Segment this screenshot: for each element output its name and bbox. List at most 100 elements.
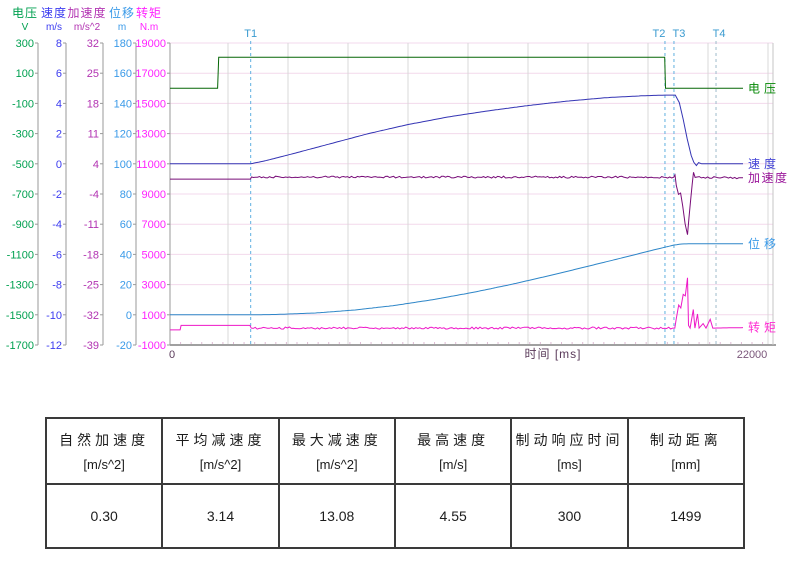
marker-label-T3: T3	[673, 28, 686, 40]
curve-label-displacement: 位移	[748, 236, 780, 251]
value-max-speed: 4.55	[393, 483, 513, 549]
axis-tick-label-displacement: 180	[114, 38, 132, 50]
axis-tick-label-voltage: -1300	[6, 280, 34, 292]
header-unit: [m/s^2]	[316, 457, 358, 472]
axis-tick-label-voltage: -1500	[6, 310, 34, 322]
axis-tick-label-voltage: 300	[16, 38, 34, 50]
axis-unit-displacement: m	[118, 22, 126, 33]
axis-unit-acceleration: m/s^2	[74, 22, 101, 33]
axis-tick-label-torque: -1000	[138, 340, 166, 352]
axis-name-torque: 转矩	[136, 5, 162, 20]
value-max-deceleration: 13.08	[277, 483, 396, 549]
axis-tick-label-acceleration: 18	[87, 98, 99, 110]
header-unit: [m/s]	[439, 457, 468, 472]
header-unit: [m/s^2]	[83, 457, 125, 472]
axis-tick-label-speed: 8	[56, 38, 62, 50]
curve-label-voltage: 电压	[748, 81, 780, 95]
axis-tick-label-displacement: 60	[120, 219, 132, 231]
axis-tick-label-displacement: 140	[114, 98, 132, 110]
header-label: 平均减速度	[175, 432, 266, 448]
axis-tick-label-speed: 2	[56, 129, 62, 141]
x-axis-end-label: 22000	[737, 349, 768, 361]
axis-unit-torque: N.m	[140, 22, 158, 33]
header-unit: [mm]	[671, 457, 701, 472]
axis-tick-label-torque: 9000	[142, 189, 166, 201]
brake-test-chart: 电压 V 300 100 -100 -300 -500 -700 -900 -1100 -1300-…	[6, 5, 787, 361]
value-natural-acceleration: 0.30	[44, 483, 164, 549]
axis-tick-label-speed: -12	[46, 340, 62, 352]
axis-tick-label-speed: -4	[52, 219, 62, 231]
axis-name-acceleration: 加速度	[67, 5, 106, 20]
value-brake-response-time: 300	[510, 483, 629, 549]
axis-tick-label-speed: -6	[52, 249, 62, 261]
axis-tick-label-voltage: -1100	[7, 249, 34, 261]
axis-tick-label-acceleration: -11	[84, 219, 99, 231]
axis-name-displacement: 位移	[109, 5, 135, 20]
axis-tick-label-speed: -8	[52, 280, 62, 292]
axis-tick-label-voltage: -900	[12, 219, 34, 231]
axis-tick-label-voltage: -100	[12, 98, 34, 110]
axis-tick-label-voltage: -500	[12, 159, 34, 171]
header-natural-acceleration: 自然加速度 [m/s^2]	[44, 417, 164, 485]
axis-tick-label-displacement: 40	[120, 249, 132, 261]
axis-tick-label-speed: -10	[46, 310, 62, 322]
axis-tick-label-voltage: -300	[12, 129, 34, 141]
axis-tick-label-displacement: 120	[114, 129, 132, 141]
voltage-curve	[170, 56, 743, 89]
axis-tick-label-acceleration: 32	[87, 38, 99, 50]
speed-curve	[170, 94, 743, 167]
header-average-deceleration: 平均减速度 [m/s^2]	[161, 417, 280, 485]
header-max-speed: 最高速度 [m/s]	[393, 417, 513, 485]
results-value-row: 0.30 3.14 13.08 4.55 300 1499	[44, 483, 746, 549]
axis-tick-label-acceleration: 25	[87, 68, 99, 80]
axis-tick-label-displacement: 160	[114, 68, 132, 80]
header-unit: [ms]	[557, 457, 582, 472]
x-axis-start-label: 0	[169, 349, 175, 361]
marker-label-T1: T1	[244, 28, 257, 40]
axis-tick-label-displacement: 0	[126, 310, 132, 322]
header-brake-response-time: 制动响应时间 [ms]	[510, 417, 629, 485]
axis-tick-label-torque: 17000	[135, 68, 166, 80]
axis-unit-speed: m/s	[46, 22, 62, 33]
header-label: 制动响应时间	[515, 432, 624, 448]
axis-tick-label-speed: 4	[56, 98, 62, 110]
axis-tick-label-displacement: 20	[120, 280, 132, 292]
header-max-deceleration: 最大减速度 [m/s^2]	[277, 417, 396, 485]
axis-tick-label-displacement: 80	[120, 189, 132, 201]
axis-tick-label-speed: 0	[56, 159, 62, 171]
marker-label-T4: T4	[713, 28, 726, 40]
header-unit: [m/s^2]	[199, 457, 242, 472]
axis-tick-label-torque: 11000	[136, 159, 166, 171]
axis-tick-label-voltage: -700	[12, 189, 34, 201]
axis-tick-label-acceleration: -25	[83, 280, 99, 292]
axis-tick-label-torque: 15000	[135, 98, 166, 110]
value-brake-distance: 1499	[626, 483, 746, 549]
acceleration-curve	[170, 172, 743, 235]
axis-tick-label-acceleration: 11	[88, 129, 99, 141]
header-label: 最高速度	[417, 432, 490, 448]
axis-tick-label-acceleration: 4	[93, 159, 99, 171]
axis-tick-label-voltage: 100	[16, 68, 34, 80]
curve-label-speed: 速度	[748, 156, 780, 171]
results-table: 自然加速度 [m/s^2] 平均减速度 [m/s^2] 最大减速度 [m/s^2…	[44, 417, 746, 549]
axis-tick-label-torque: 5000	[142, 249, 166, 261]
torque-curve	[170, 277, 744, 331]
axis-tick-label-acceleration: -32	[83, 310, 99, 322]
chart-svg: 电压V300100-100-300-500-700-900-1100-1300-…	[6, 5, 787, 361]
x-axis-title: 时间 [ms]	[525, 347, 582, 361]
axis-tick-label-speed: 6	[56, 68, 62, 80]
axis-name-voltage: 电压	[12, 6, 38, 20]
axis-tick-label-speed: -2	[52, 189, 62, 201]
axis-tick-label-displacement: 100	[114, 159, 132, 171]
axis-tick-label-displacement: -20	[116, 340, 132, 352]
axis-tick-label-torque: 3000	[142, 280, 166, 292]
axis-tick-label-torque: 19000	[135, 38, 166, 50]
marker-label-T2: T2	[653, 28, 666, 40]
header-brake-distance: 制动距离 [mm]	[626, 417, 746, 485]
header-label: 最大减速度	[291, 432, 382, 448]
header-label: 制动距离	[649, 432, 722, 448]
displacement-curve	[170, 243, 743, 316]
axis-tick-label-torque: 13000	[135, 129, 166, 141]
axis-tick-label-acceleration: -4	[89, 189, 99, 201]
